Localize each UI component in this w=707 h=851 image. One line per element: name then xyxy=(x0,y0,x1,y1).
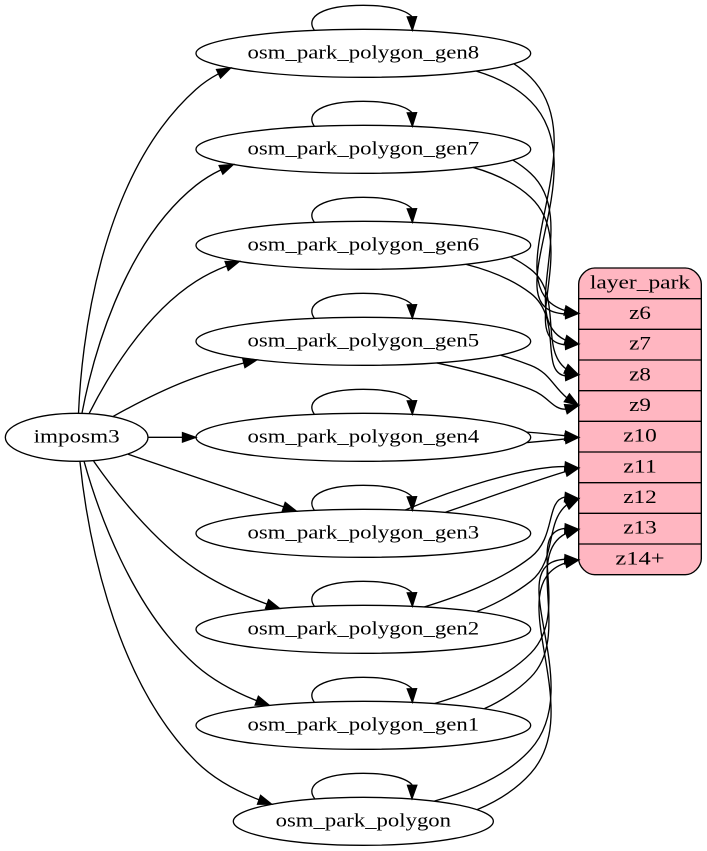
svg-text:z9: z9 xyxy=(629,395,651,416)
svg-text:osm_park_polygon_gen4: osm_park_polygon_gen4 xyxy=(248,426,480,447)
svg-text:z12: z12 xyxy=(623,487,657,508)
svg-text:z10: z10 xyxy=(623,426,657,447)
svg-text:z14+: z14+ xyxy=(615,548,664,569)
svg-text:imposm3: imposm3 xyxy=(34,426,120,447)
svg-text:osm_park_polygon: osm_park_polygon xyxy=(276,810,452,831)
svg-text:z8: z8 xyxy=(629,364,651,385)
svg-text:osm_park_polygon_gen7: osm_park_polygon_gen7 xyxy=(248,138,480,159)
svg-text:z7: z7 xyxy=(629,334,651,355)
svg-text:z13: z13 xyxy=(623,518,657,539)
svg-text:layer_park: layer_park xyxy=(590,272,691,293)
svg-text:z11: z11 xyxy=(623,456,657,477)
svg-text:osm_park_polygon_gen5: osm_park_polygon_gen5 xyxy=(248,330,480,351)
svg-text:osm_park_polygon_gen8: osm_park_polygon_gen8 xyxy=(248,42,480,63)
svg-text:osm_park_polygon_gen2: osm_park_polygon_gen2 xyxy=(248,618,480,639)
svg-text:osm_park_polygon_gen6: osm_park_polygon_gen6 xyxy=(248,234,480,255)
svg-text:z6: z6 xyxy=(629,303,651,324)
svg-text:osm_park_polygon_gen3: osm_park_polygon_gen3 xyxy=(248,522,480,543)
svg-text:osm_park_polygon_gen1: osm_park_polygon_gen1 xyxy=(248,714,480,735)
